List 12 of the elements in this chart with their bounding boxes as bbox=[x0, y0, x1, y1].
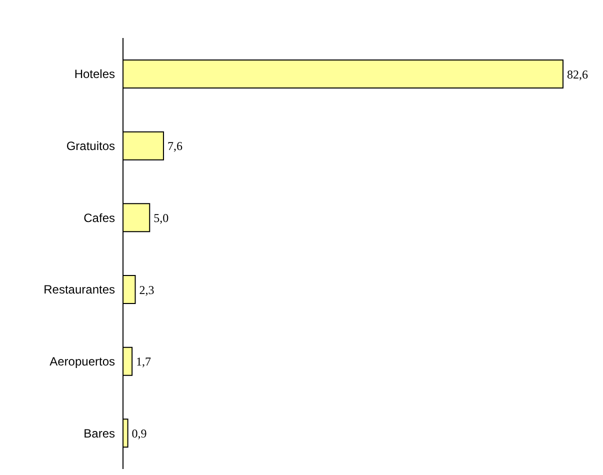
data-label: 5,0 bbox=[154, 210, 169, 225]
y-tick-label: Gratuitos bbox=[66, 139, 115, 154]
data-label: 7,6 bbox=[167, 139, 182, 154]
y-tick-label: Hoteles bbox=[74, 67, 115, 82]
data-label: 82,6 bbox=[567, 67, 588, 82]
y-tick-label: Restaurantes bbox=[44, 282, 115, 297]
data-label: 0,9 bbox=[132, 426, 147, 440]
data-label: 2,3 bbox=[139, 282, 154, 297]
y-tick-label: Bares bbox=[84, 426, 115, 440]
y-tick-label: Cafes bbox=[84, 210, 115, 225]
y-tick-label: Aeropuertos bbox=[50, 354, 115, 369]
data-label: 1,7 bbox=[136, 354, 152, 369]
